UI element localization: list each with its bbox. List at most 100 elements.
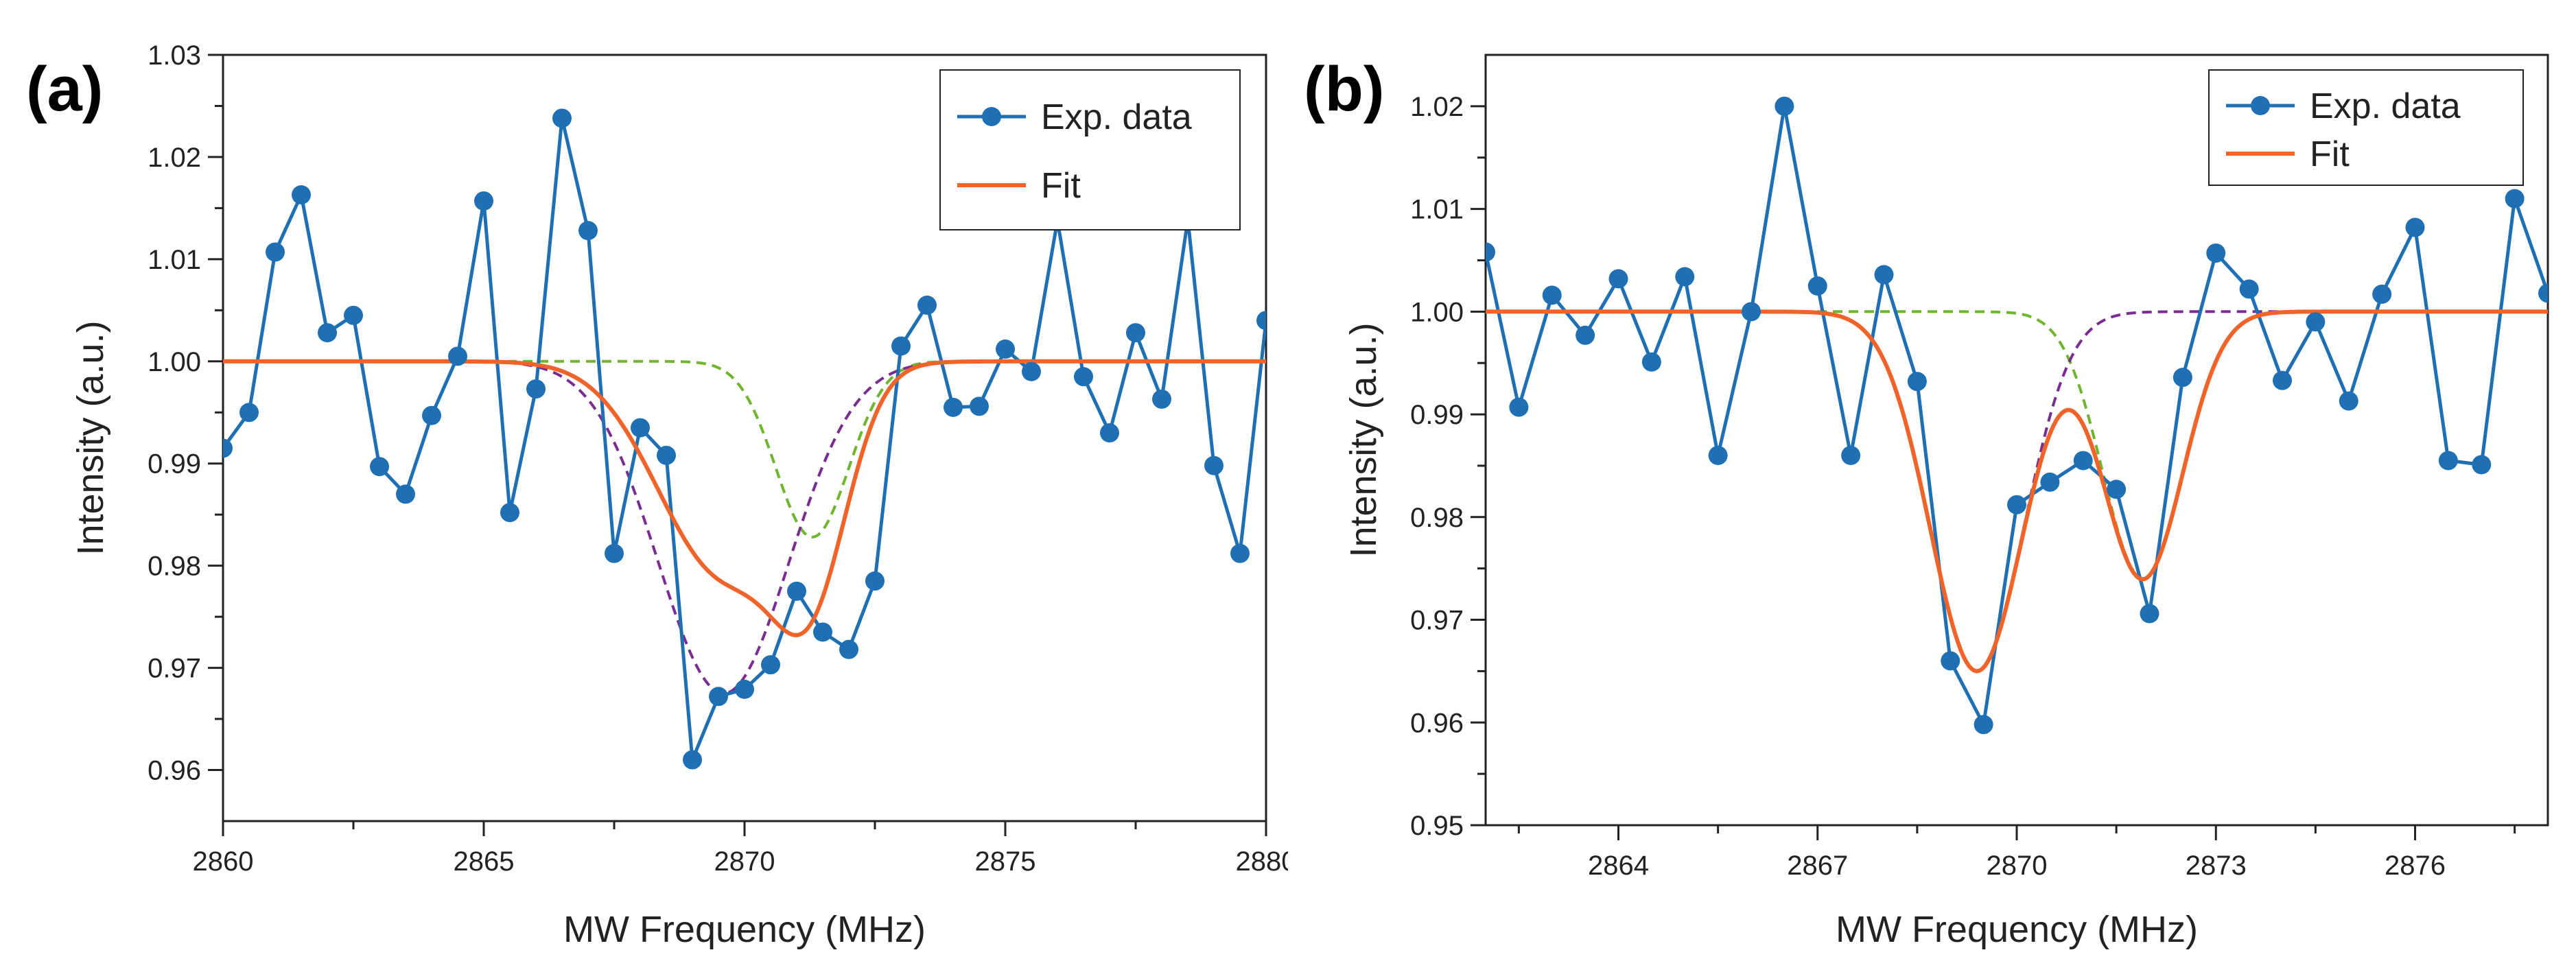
exp-data-point: [787, 581, 806, 601]
y-tick-label: 1.02: [1410, 92, 1464, 122]
exp-data-point: [709, 687, 728, 707]
exp-data-point: [344, 305, 363, 325]
legend-exp-label: Exp. data: [1041, 97, 1192, 137]
exp-data-point: [2040, 472, 2060, 492]
exp-data-point: [1542, 285, 1562, 305]
y-tick-label: 1.02: [148, 143, 201, 173]
exp-data-point: [1641, 352, 1661, 372]
exp-data-point: [2239, 279, 2259, 299]
exp-data-point: [1256, 311, 1266, 331]
exp-data-point: [1775, 96, 1794, 116]
exp-data-point: [1126, 323, 1145, 343]
exp-data-point: [813, 622, 832, 642]
exp-data-point: [2140, 604, 2159, 624]
y-tick-label: 0.96: [148, 756, 201, 786]
legend-exp-label: Exp. data: [2310, 86, 2461, 126]
x-tick-label: 2860: [193, 846, 254, 877]
exp-data-point: [1486, 242, 1495, 262]
exp-data-point: [2438, 451, 2458, 471]
exp-data-point: [526, 379, 546, 399]
exp-data-point: [1576, 325, 1595, 345]
exp-data-point: [292, 185, 311, 205]
x-tick-label: 2873: [2186, 851, 2247, 881]
exp-data-point: [944, 397, 963, 417]
exp-data-point: [891, 336, 911, 356]
y-tick-label: 0.99: [148, 449, 201, 479]
x-tick-label: 2867: [1787, 851, 1848, 881]
y-tick-label: 0.95: [1410, 811, 1464, 841]
y-tick-label: 0.96: [1410, 708, 1464, 738]
x-tick-label: 2864: [1588, 851, 1649, 881]
exp-data-point: [2472, 455, 2492, 475]
exp-data-point: [1074, 367, 1093, 387]
exp-data-point: [2538, 283, 2548, 303]
exp-data-point: [422, 405, 441, 425]
y-tick-label: 0.98: [1410, 503, 1464, 533]
legend-box: [2208, 69, 2524, 186]
y-tick-label: 0.97: [1410, 606, 1464, 636]
exp-data-point: [1509, 397, 1529, 417]
exp-data-point: [2505, 189, 2525, 209]
y-tick-label: 1.01: [148, 245, 201, 275]
exp-data-point: [683, 750, 702, 770]
exp-data-point: [839, 639, 858, 659]
exp-data-point: [735, 679, 754, 699]
panel-label-a: (a): [26, 54, 104, 124]
chart-panel-b: (b) 2864 2867 2870 2873 2876 0.95 0.96 0.97 0.98…: [1288, 0, 2576, 972]
exp-data-point: [1100, 423, 1119, 443]
exp-data-point: [1152, 389, 1171, 409]
exp-data-point: [1974, 715, 1993, 735]
exp-data-point: [761, 655, 780, 675]
exp-data-point: [448, 346, 467, 366]
fit-component-2-line: [223, 359, 1266, 539]
exp-data-point: [2073, 451, 2093, 471]
exp-data-point: [2405, 217, 2425, 237]
exp-data-point: [1841, 445, 1861, 465]
exp-data-point: [552, 108, 572, 128]
exp-data-point: [2273, 370, 2292, 390]
exp-data-point: [474, 191, 493, 211]
exp-data-point: [657, 445, 676, 465]
exp-data-point: [2107, 479, 2127, 499]
exp-data-point: [1022, 361, 1041, 381]
panel-label-b: (b): [1304, 54, 1385, 124]
y-tick-label: 1.00: [1410, 297, 1464, 327]
legend-box: [939, 69, 1241, 230]
exp-data-point: [1230, 543, 1250, 563]
chart-b-svg: 2864 2867 2870 2873 2876 0.95 0.96 0.97 0.98 0.99…: [1343, 54, 2549, 950]
legend-fit-label: Fit: [2310, 134, 2350, 174]
plot-area: [1486, 96, 2548, 735]
exp-data-point: [1708, 445, 1728, 465]
exp-data-point: [370, 457, 389, 477]
legend-exp-marker: [982, 107, 1001, 126]
legend-fit-label: Fit: [1041, 166, 1081, 206]
exp-data-point: [578, 221, 598, 241]
legend-exp-marker: [2251, 96, 2270, 115]
exp-data-point: [970, 396, 989, 416]
exp-data-point: [500, 503, 519, 523]
y-tick-label: 1.00: [148, 347, 201, 377]
x-tick-label: 2875: [975, 846, 1036, 877]
exp-data-point: [2206, 243, 2226, 263]
exp-data-point: [1204, 455, 1223, 475]
x-tick-label: 2865: [454, 846, 515, 877]
exp-data-point: [396, 484, 415, 504]
exp-data-point: [1608, 269, 1628, 289]
exp-data-point: [2339, 391, 2358, 411]
exp-data-point: [239, 403, 259, 423]
exp-data-point: [223, 438, 233, 458]
exp-data-point: [2173, 368, 2192, 388]
exp-data-point: [2306, 312, 2326, 332]
exp-data-point: [1874, 265, 1894, 285]
y-tick-label: 1.01: [1410, 195, 1464, 225]
x-axis-title: MW Frequency (MHz): [563, 909, 926, 950]
y-tick-label: 0.98: [148, 552, 201, 582]
exp-data-line: [1486, 106, 2548, 731]
x-tick-label: 2876: [2385, 851, 2446, 881]
fit-line: [1486, 309, 2548, 674]
x-axis-title: MW Frequency (MHz): [1836, 909, 2198, 950]
exp-data-point: [1807, 276, 1827, 296]
